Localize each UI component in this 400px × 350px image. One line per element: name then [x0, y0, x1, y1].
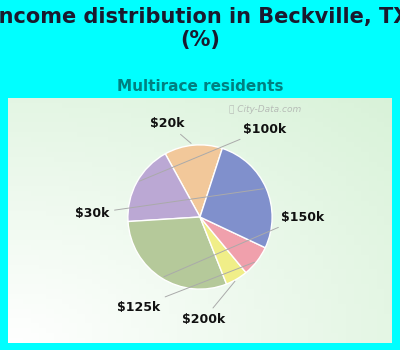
Wedge shape — [165, 145, 222, 217]
Text: ⓘ City-Data.com: ⓘ City-Data.com — [230, 105, 302, 114]
Wedge shape — [200, 148, 272, 248]
Wedge shape — [200, 217, 265, 273]
Text: $150k: $150k — [164, 210, 324, 277]
Text: $125k: $125k — [117, 262, 254, 314]
Text: $100k: $100k — [139, 122, 286, 181]
Text: Multirace residents: Multirace residents — [117, 79, 283, 94]
Text: $30k: $30k — [75, 189, 264, 220]
Text: Income distribution in Beckville, TX
(%): Income distribution in Beckville, TX (%) — [0, 7, 400, 50]
Wedge shape — [200, 217, 246, 284]
Text: $200k: $200k — [182, 281, 235, 326]
Wedge shape — [128, 217, 226, 289]
Wedge shape — [128, 154, 200, 222]
Text: $20k: $20k — [150, 117, 191, 144]
